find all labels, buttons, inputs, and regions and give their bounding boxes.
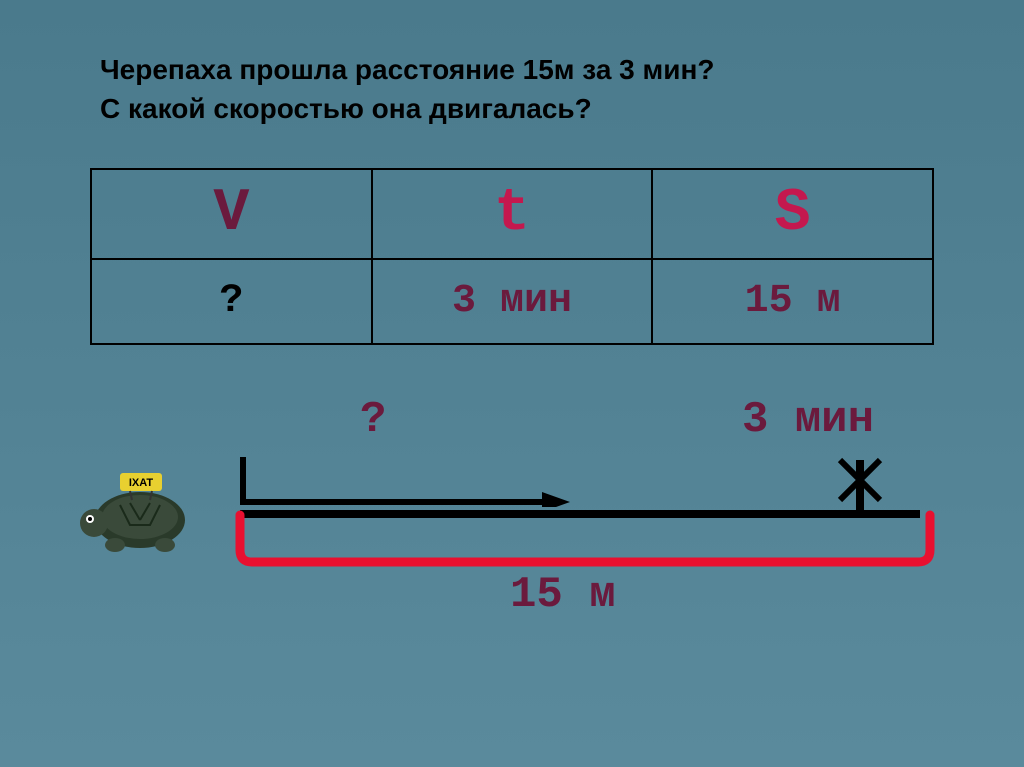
velocity-arrow [240, 457, 570, 507]
turtle-sign-text: IXAT [129, 477, 154, 489]
turtle-icon: IXAT [70, 465, 200, 555]
data-table: V t S ? 3 мин 15 м [90, 168, 934, 345]
header-velocity: V [91, 169, 372, 259]
header-distance: S [652, 169, 933, 259]
title-line-1: Черепаха прошла расстояние 15м за 3 мин? [100, 54, 714, 85]
cell-velocity: ? [91, 259, 372, 344]
cell-time: 3 мин [372, 259, 653, 344]
end-point-marker [830, 450, 890, 510]
time-label: 3 мин [742, 395, 874, 445]
distance-label: 15 м [510, 570, 616, 620]
table-data-row: ? 3 мин 15 м [91, 259, 933, 344]
distance-bracket [235, 510, 935, 570]
question-title: Черепаха прошла расстояние 15м за 3 мин?… [70, 50, 954, 128]
motion-diagram: ? 3 мин IXAT [90, 395, 934, 635]
cell-distance: 15 м [652, 259, 933, 344]
header-time: t [372, 169, 653, 259]
velocity-question-mark: ? [360, 395, 386, 445]
title-line-2: С какой скоростью она двигалась? [100, 93, 592, 124]
table-header-row: V t S [91, 169, 933, 259]
